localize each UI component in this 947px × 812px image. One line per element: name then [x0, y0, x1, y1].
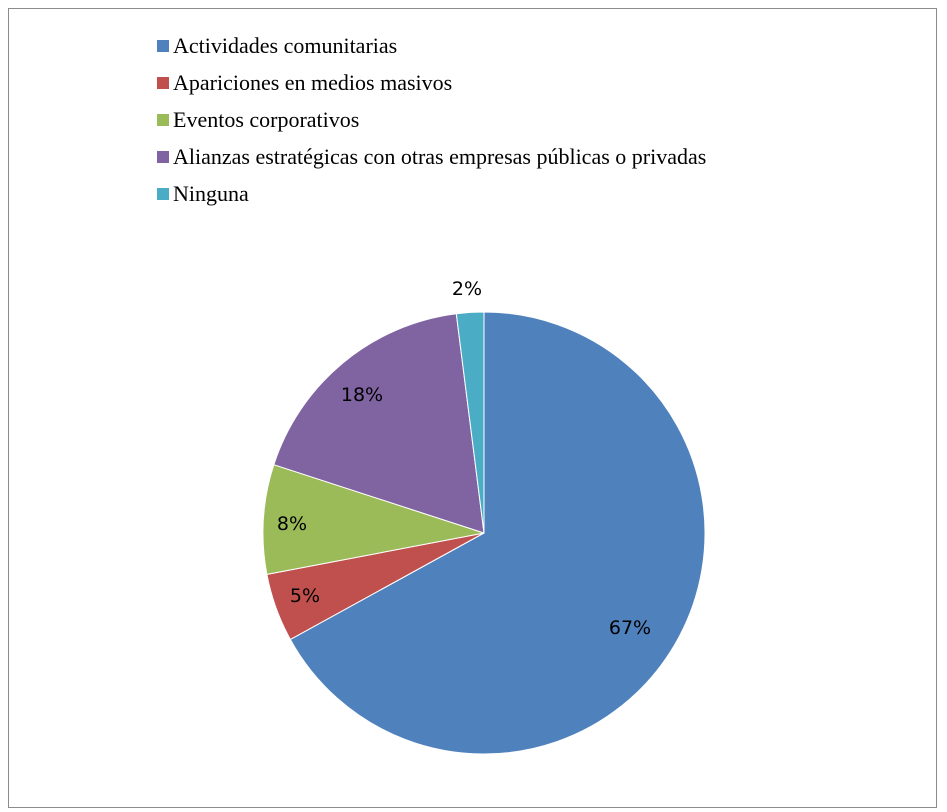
- pie-slice-ninguna: [455, 311, 485, 534]
- chart-legend: Actividades comunitarias Apariciones en …: [157, 30, 706, 215]
- legend-item-actividades-comunitarias: Actividades comunitarias: [157, 30, 706, 62]
- legend-swatch: [157, 114, 169, 126]
- legend-label: Actividades comunitarias: [173, 33, 398, 58]
- legend-swatch: [157, 188, 169, 200]
- legend-item-ninguna: Ninguna: [157, 178, 706, 210]
- pie-data-label: 18%: [341, 384, 383, 406]
- legend-label: Eventos corporativos: [173, 107, 360, 132]
- legend-label: Alianzas estratégicas con otras empresas…: [173, 144, 707, 169]
- pie-data-label: 2%: [452, 278, 482, 300]
- pie-data-label: 67%: [609, 617, 651, 639]
- legend-swatch: [157, 40, 169, 52]
- legend-item-apariciones-en-medios: Apariciones en medios masivos: [157, 67, 706, 99]
- legend-label: Ninguna: [173, 181, 249, 206]
- legend-swatch: [157, 77, 169, 89]
- pie-slice-alianzas-estrategicas: [273, 313, 485, 534]
- pie-slice-eventos-corporativos: [262, 464, 485, 575]
- legend-swatch: [157, 151, 169, 163]
- legend-item-eventos-corporativos: Eventos corporativos: [157, 104, 706, 136]
- pie-data-label: 8%: [277, 513, 307, 535]
- legend-item-alianzas-estrategicas: Alianzas estratégicas con otras empresas…: [157, 141, 706, 173]
- legend-label: Apariciones en medios masivos: [173, 70, 453, 95]
- pie-data-label: 5%: [290, 585, 320, 607]
- pie-slice-actividades-comunitarias: [289, 311, 706, 755]
